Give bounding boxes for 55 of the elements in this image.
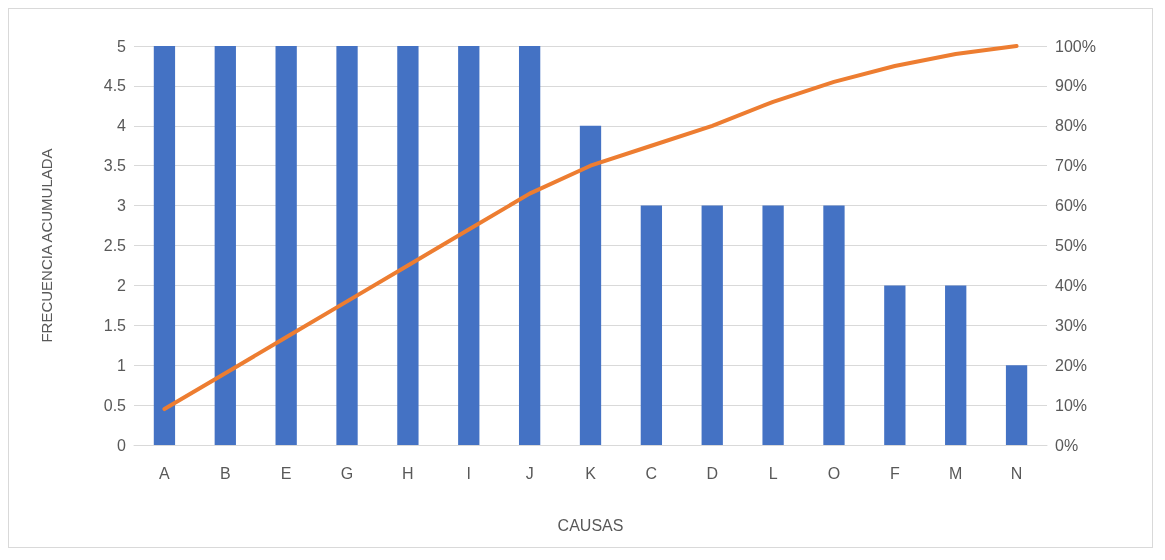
x-tick-label: G (340, 464, 354, 482)
bar (579, 125, 602, 445)
line-series (162, 44, 1019, 412)
y2-tick-label: 60% (1055, 197, 1088, 215)
y-tick-label: 0.5 (103, 396, 127, 414)
y2-tick-label: 70% (1055, 157, 1088, 175)
y2-tick-label: 80% (1055, 117, 1088, 135)
bar (701, 205, 723, 445)
bar (336, 46, 358, 445)
x-tick-label: M (949, 464, 963, 482)
x-tick-label: J (525, 464, 534, 482)
bar (640, 205, 663, 445)
y-tick-label: 5 (117, 37, 127, 55)
x-tick-label: L (768, 464, 778, 482)
bar (1005, 365, 1028, 445)
x-tick-label: E (280, 464, 292, 482)
x-tick-label: K (585, 464, 597, 482)
bar (762, 205, 784, 445)
y2-tick-label: 40% (1055, 276, 1088, 294)
y-tick-label: 4 (117, 117, 127, 135)
x-tick-label: N (1010, 464, 1023, 482)
x-tick-label: A (159, 464, 171, 482)
bar (153, 46, 176, 445)
y2-tick-label: 0% (1055, 436, 1079, 454)
y-tick-label: 3.5 (103, 157, 127, 175)
y-tick-label: 1.5 (103, 316, 127, 334)
bar (458, 46, 480, 445)
bar (518, 46, 541, 445)
y-tick-label: 4.5 (103, 77, 127, 95)
bar (275, 46, 297, 445)
bar (397, 46, 419, 445)
y2-tick-label: 50% (1055, 237, 1088, 254)
x-tick-label: B (219, 464, 231, 482)
bar (214, 46, 236, 445)
x-tick-label: C (645, 464, 658, 482)
y-tick-label: 0 (117, 436, 127, 454)
y-tick-label: 2 (117, 276, 127, 294)
y-tick-label: 2.5 (103, 237, 127, 254)
y2-tick-label: 30% (1055, 316, 1088, 334)
bar (945, 285, 967, 445)
y-tick-label: 3 (117, 197, 127, 215)
y2-tick-label: 90% (1055, 77, 1088, 95)
bar (884, 285, 906, 445)
x-tick-label: H (402, 464, 414, 482)
x-axis-title: CAUSAS (557, 516, 624, 534)
y-axis-title: FRECUENCIA ACUMULADA (38, 148, 55, 343)
x-tick-label: I (466, 464, 471, 482)
x-tick-label: F (889, 464, 900, 482)
y2-tick-label: 10% (1055, 396, 1088, 414)
y2-tick-label: 100% (1055, 37, 1096, 55)
bar (823, 205, 845, 445)
y2-tick-label: 20% (1055, 356, 1088, 374)
y-tick-label: 1 (117, 356, 127, 374)
x-tick-label: O (827, 464, 841, 482)
x-tick-label: D (706, 464, 719, 482)
